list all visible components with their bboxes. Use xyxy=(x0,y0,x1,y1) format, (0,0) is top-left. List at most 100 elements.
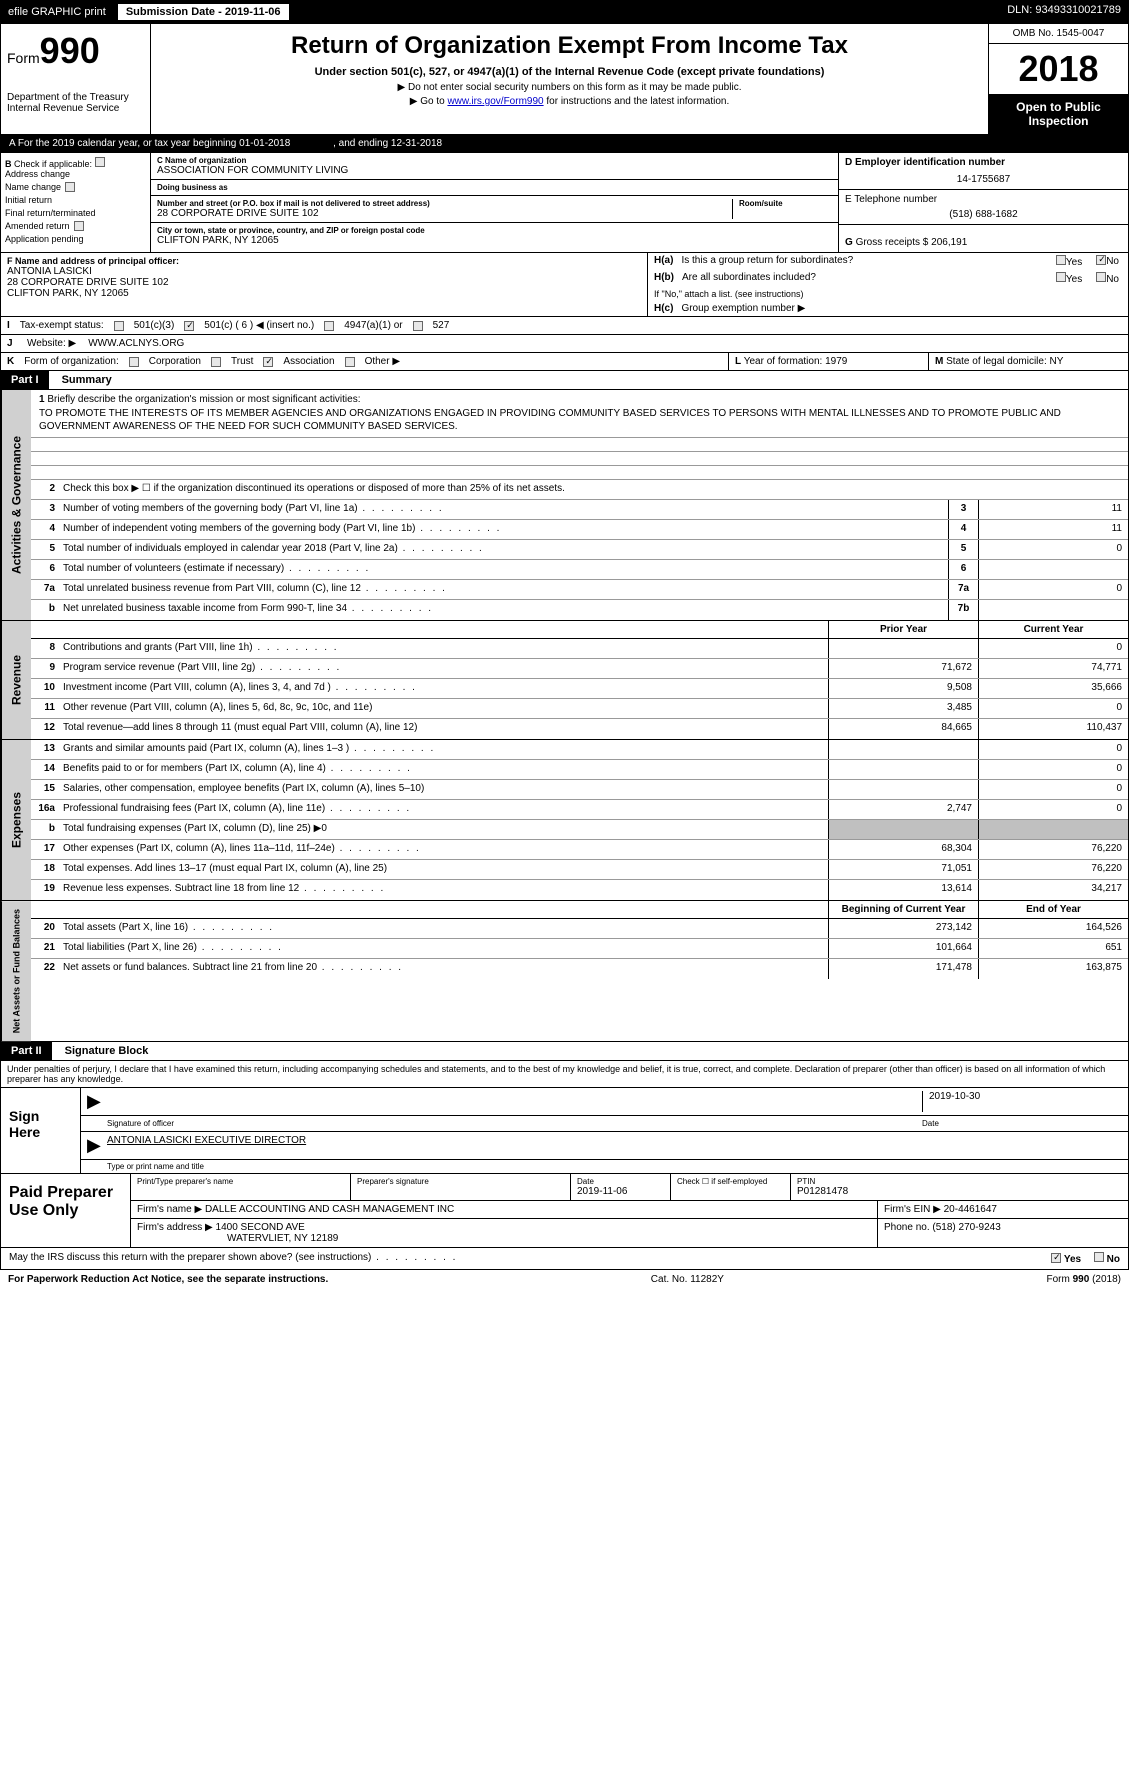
fh-row: F Name and address of principal officer:… xyxy=(0,252,1129,317)
part1-header: Part I Summary xyxy=(0,371,1129,390)
line20-prior: 273,142 xyxy=(828,919,978,938)
line10-text: Investment income (Part VIII, column (A)… xyxy=(59,679,828,698)
goto-prefix: ▶ Go to xyxy=(410,96,448,107)
ha-no[interactable]: No xyxy=(1096,255,1119,268)
k-assoc: Association xyxy=(283,356,334,367)
i-text: Tax-exempt status: xyxy=(20,320,104,331)
line3-text: Number of voting members of the governin… xyxy=(59,500,948,519)
expenses-content: 13 Grants and similar amounts paid (Part… xyxy=(31,740,1128,900)
blank1 xyxy=(31,438,1128,452)
part2-header: Part II Signature Block xyxy=(0,1042,1129,1061)
line12-prior: 84,665 xyxy=(828,719,978,739)
goto-link[interactable]: www.irs.gov/Form990 xyxy=(447,96,543,107)
line-11: 11 Other revenue (Part VIII, column (A),… xyxy=(31,699,1128,719)
i-4947: 4947(a)(1) or xyxy=(344,320,402,331)
line12-curr: 110,437 xyxy=(978,719,1128,739)
line-3: 3 Number of voting members of the govern… xyxy=(31,500,1128,520)
line-13: 13 Grants and similar amounts paid (Part… xyxy=(31,740,1128,760)
check-amended: Amended return xyxy=(5,221,146,231)
line7a-val: 0 xyxy=(978,580,1128,599)
j-label: J xyxy=(7,338,13,349)
hb-yes[interactable]: Yes xyxy=(1056,272,1082,285)
line-20: 20 Total assets (Part X, line 16) 273,14… xyxy=(31,919,1128,939)
prep-date: 2019-11-06 xyxy=(577,1186,664,1197)
mission-label: Briefly describe the organization's miss… xyxy=(47,394,360,405)
line15-curr: 0 xyxy=(978,780,1128,799)
line2-text: Check this box ▶ ☐ if the organization d… xyxy=(59,480,1128,499)
header-center: Return of Organization Exempt From Incom… xyxy=(151,24,988,134)
line18-curr: 76,220 xyxy=(978,860,1128,879)
note-goto: ▶ Go to www.irs.gov/Form990 for instruct… xyxy=(159,96,980,107)
line21-text: Total liabilities (Part X, line 26) xyxy=(59,939,828,958)
i-501c-box[interactable] xyxy=(184,321,194,331)
dba-cell: Doing business as xyxy=(151,180,838,196)
prep-phone: (518) 270-9243 xyxy=(932,1222,1000,1233)
initial-label: Initial return xyxy=(5,195,52,205)
m-text: State of legal domicile: xyxy=(946,356,1047,367)
k-corp: Corporation xyxy=(149,356,201,367)
sig-date-label: Date xyxy=(922,1119,1122,1128)
f-label: F Name and address of principal officer: xyxy=(7,256,641,266)
discuss-no-box[interactable] xyxy=(1094,1252,1104,1262)
line9-prior: 71,672 xyxy=(828,659,978,678)
line18-text: Total expenses. Add lines 13–17 (must eq… xyxy=(59,860,828,879)
b-check-main[interactable] xyxy=(95,157,105,167)
officer-city: CLIFTON PARK, NY 12065 xyxy=(7,288,641,299)
revenue-content: Prior Year Current Year 8 Contributions … xyxy=(31,621,1128,739)
k-assoc-box[interactable] xyxy=(263,357,273,367)
omb-number: OMB No. 1545-0047 xyxy=(989,24,1128,44)
j-url: WWW.ACLNYS.ORG xyxy=(82,335,190,352)
k-other: Other ▶ xyxy=(365,356,400,367)
line17-prior: 68,304 xyxy=(828,840,978,859)
vtab-net: Net Assets or Fund Balances xyxy=(1,901,31,1041)
line21-prior: 101,664 xyxy=(828,939,978,958)
k-corp-box[interactable] xyxy=(129,357,139,367)
check-address: Address change xyxy=(5,169,146,179)
line22-text: Net assets or fund balances. Subtract li… xyxy=(59,959,828,979)
ein-cell: D Employer identification number 14-1755… xyxy=(839,153,1128,190)
ha-label: H(a) xyxy=(654,255,673,268)
preparer-section: Paid Preparer Use Only Print/Type prepar… xyxy=(0,1174,1129,1248)
gross-label: Gross receipts $ xyxy=(856,237,929,248)
amended-box[interactable] xyxy=(74,221,84,231)
i-4947-box[interactable] xyxy=(324,321,334,331)
l-label: L xyxy=(735,356,741,367)
k-other-box[interactable] xyxy=(345,357,355,367)
line19-prior: 13,614 xyxy=(828,880,978,900)
mission-block: 1 Briefly describe the organization's mi… xyxy=(31,390,1128,438)
line8-text: Contributions and grants (Part VIII, lin… xyxy=(59,639,828,658)
line-21: 21 Total liabilities (Part X, line 26) 1… xyxy=(31,939,1128,959)
line18-prior: 71,051 xyxy=(828,860,978,879)
officer-street: 28 CORPORATE DRIVE SUITE 102 xyxy=(7,277,641,288)
name-change-label: Name change xyxy=(5,182,61,192)
g-label: G xyxy=(845,237,853,248)
footer: For Paperwork Reduction Act Notice, see … xyxy=(0,1270,1129,1289)
line7a-text: Total unrelated business revenue from Pa… xyxy=(59,580,948,599)
discuss-yes-box[interactable] xyxy=(1051,1253,1061,1263)
footer-center: Cat. No. 11282Y xyxy=(651,1274,724,1285)
i-527-box[interactable] xyxy=(413,321,423,331)
ha-yes[interactable]: Yes xyxy=(1056,255,1082,268)
line-8: 8 Contributions and grants (Part VIII, l… xyxy=(31,639,1128,659)
line17-curr: 76,220 xyxy=(978,840,1128,859)
expenses-section: Expenses 13 Grants and similar amounts p… xyxy=(0,740,1129,901)
preparer-content: Print/Type preparer's name Preparer's si… xyxy=(131,1174,1128,1247)
firm-ein: 20-4461647 xyxy=(944,1204,997,1215)
phone-label: E Telephone number xyxy=(845,194,1122,205)
k-trust-box[interactable] xyxy=(211,357,221,367)
discuss-text: May the IRS discuss this return with the… xyxy=(9,1252,457,1263)
firm-name-label: Firm's name ▶ xyxy=(137,1204,202,1215)
ha-text: Is this a group return for subordinates? xyxy=(681,255,1044,268)
hb-no[interactable]: No xyxy=(1096,272,1119,285)
revenue-section: Revenue Prior Year Current Year 8 Contri… xyxy=(0,621,1129,740)
submission-date: Submission Date - 2019-11-06 xyxy=(118,4,289,20)
sign-name: ANTONIA LASICKI EXECUTIVE DIRECTOR xyxy=(107,1135,1122,1156)
name-change-box[interactable] xyxy=(65,182,75,192)
i-501c3-box[interactable] xyxy=(114,321,124,331)
line5-val: 0 xyxy=(978,540,1128,559)
part1-title: Summary xyxy=(52,374,112,386)
line16b-curr xyxy=(978,820,1128,839)
row-a-calendar: A For the 2019 calendar year, or tax yea… xyxy=(0,135,1129,153)
line3-val: 11 xyxy=(978,500,1128,519)
b-label: B Check if applicable: xyxy=(5,157,146,169)
